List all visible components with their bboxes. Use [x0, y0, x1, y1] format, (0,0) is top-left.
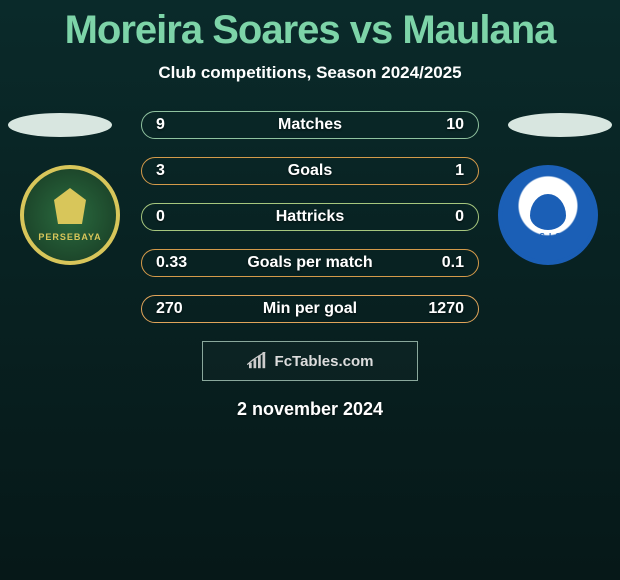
stat-row: 0Hattricks0: [141, 203, 479, 231]
watermark: FcTables.com: [202, 341, 418, 381]
stat-row: 0.33Goals per match0.1: [141, 249, 479, 277]
stats-list: 9Matches10 3Goals1 0Hattricks0 0.33Goals pe…: [141, 111, 479, 323]
right-club-crest: P.S.I.S.: [498, 165, 598, 265]
comparison-body: PERSEBAYA P.S.I.S. 9Matches10 3Goals1 0Hat…: [0, 111, 620, 420]
left-crest-label: PERSEBAYA: [38, 188, 101, 242]
stat-row: 270Min per goal1270: [141, 295, 479, 323]
right-crest-label: P.S.I.S.: [530, 190, 566, 241]
subtitle: Club competitions, Season 2024/2025: [0, 63, 620, 83]
stat-label: Min per goal: [142, 300, 478, 318]
stat-label: Goals: [142, 162, 478, 180]
stat-label: Goals per match: [142, 254, 478, 272]
stat-label: Matches: [142, 116, 478, 134]
stat-row: 9Matches10: [141, 111, 479, 139]
stat-row: 3Goals1: [141, 157, 479, 185]
right-ellipse-decoration: [508, 113, 612, 137]
watermark-text: FcTables.com: [275, 353, 374, 370]
left-ellipse-decoration: [8, 113, 112, 137]
date-text: 2 november 2024: [0, 399, 620, 420]
left-club-crest: PERSEBAYA: [20, 165, 120, 265]
stat-label: Hattricks: [142, 208, 478, 226]
page-title: Moreira Soares vs Maulana: [0, 0, 620, 53]
chart-icon: [247, 352, 269, 370]
